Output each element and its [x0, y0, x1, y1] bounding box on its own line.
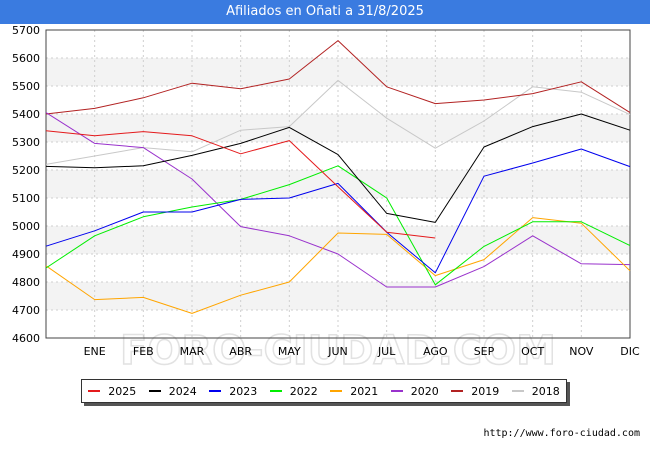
legend-item-2018: 2018	[511, 384, 560, 398]
y-tick-label: 4800	[12, 276, 40, 289]
legend-item-2025: 2025	[88, 385, 136, 398]
y-tick-label: 5200	[12, 164, 40, 177]
x-tick-label: NOV	[569, 345, 594, 358]
y-tick-label: 4900	[12, 248, 40, 261]
grid-band	[46, 114, 630, 142]
x-tick-labels: ENE FEB MAR ABR MAY JUN JUL AGO SEP OCT NOV DIC	[84, 345, 640, 358]
y-tick-label: 5000	[12, 220, 40, 233]
plot-border	[45, 29, 631, 339]
legend-swatch	[390, 390, 403, 392]
y-tick-label: 5500	[12, 80, 40, 93]
x-tick-label: MAY	[278, 345, 301, 358]
chart-title: Afiliados en Oñati a 31/8/2025	[0, 0, 650, 24]
y-tick-labels: 4600 4700 4800 4900 5000 5100 5200 5300 5400 5500…	[12, 24, 40, 345]
legend-swatch	[511, 390, 524, 392]
legend-label: 2019	[471, 384, 500, 398]
legend-swatch	[88, 390, 101, 392]
legend-swatch	[330, 390, 343, 392]
series-line-2021	[45, 217, 631, 314]
series-lines	[45, 40, 631, 314]
legend-label: 2021	[350, 384, 379, 398]
series-line-2022	[45, 165, 631, 286]
legend-label: 2018	[531, 384, 560, 398]
x-tick-label: OCT	[521, 345, 544, 358]
series-line-2020	[45, 112, 631, 288]
x-tick-label: SEP	[474, 345, 495, 358]
legend-item-2022: 2022	[269, 384, 318, 398]
legend-label: 2024	[168, 384, 197, 398]
y-tick-label: 5700	[12, 24, 40, 37]
y-tick-label: 5600	[12, 52, 40, 65]
legend-label: 2023	[229, 384, 258, 398]
legend-item-2020: 2020	[390, 384, 439, 398]
x-tick-label: JUL	[377, 345, 396, 358]
legend-item-2021: 2021	[330, 385, 378, 398]
legend-label: 2022	[289, 384, 318, 398]
legend-label: 2020	[410, 384, 439, 398]
x-tick-label: FEB	[133, 345, 154, 358]
legend-swatch	[209, 390, 222, 392]
legend-label: 2025	[108, 384, 137, 398]
legend-item-2019: 2019	[451, 385, 499, 398]
x-tick-label: ABR	[229, 345, 252, 358]
legend: 2025 2024 2023 2022 2021 2020 2019 2018	[81, 379, 567, 403]
series-line-2023	[45, 148, 631, 274]
x-tick-label: ENE	[84, 345, 106, 358]
y-tick-label: 5300	[12, 136, 40, 149]
y-tick-label: 5400	[12, 108, 40, 121]
series-line-2024	[45, 113, 631, 223]
series-line-2019	[45, 40, 631, 115]
x-tick-label: JUN	[327, 345, 348, 358]
x-tick-label: MAR	[180, 345, 205, 358]
x-tick-label: DIC	[620, 345, 640, 358]
source-url: http://www.foro-ciudad.com	[483, 428, 640, 439]
legend-swatch	[148, 390, 161, 392]
y-tick-label: 4600	[12, 332, 40, 345]
y-tick-label: 4700	[12, 304, 40, 317]
legend-item-2024: 2024	[148, 384, 197, 398]
legend-swatch	[269, 390, 282, 392]
legend-item-2023: 2023	[209, 385, 257, 398]
legend-swatch	[451, 390, 464, 392]
x-tick-label: AGO	[423, 345, 448, 358]
series-line-2025	[45, 130, 436, 239]
y-tick-label: 5100	[12, 192, 40, 205]
